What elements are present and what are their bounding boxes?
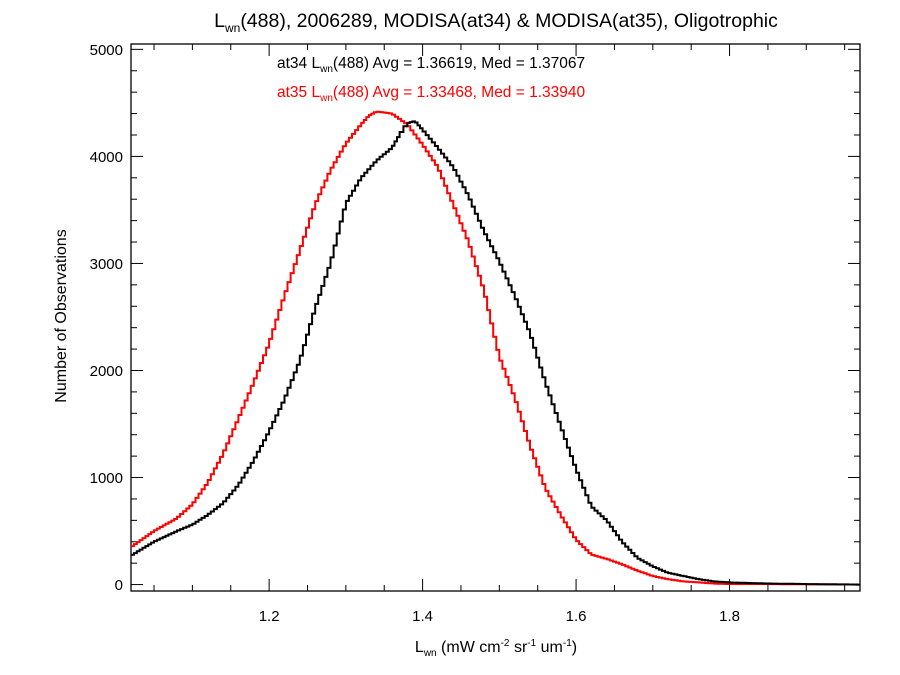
xlabel-part3: um — [536, 639, 563, 656]
y-tick-label: 4000 — [90, 149, 123, 166]
xlabel-sup1: -2 — [501, 638, 510, 649]
title-prefix: L — [214, 10, 225, 32]
xlabel-prefix: L — [415, 639, 424, 656]
x-axis-label: Lwn (mW cm-2 sr-1 um-1) — [415, 638, 577, 659]
legend-at34-subscript: wn — [319, 64, 333, 75]
series-at34-line — [131, 120, 860, 586]
x-tick-label: 1.4 — [412, 608, 433, 625]
plot-frame — [130, 43, 861, 592]
title-subscript: wn — [224, 21, 240, 35]
y-tick-label: 3000 — [90, 256, 123, 273]
legend-at35-prefix: at35 L — [277, 84, 320, 101]
legend-at34-rest: (488) Avg = 1.36619, Med = 1.37067 — [333, 55, 585, 72]
title-rest: (488), 2006289, MODISA(at34) & MODISA(at… — [240, 10, 778, 32]
xlabel-end: ) — [572, 639, 577, 656]
xlabel-subscript: wn — [423, 648, 437, 659]
x-tick-label: 1.8 — [719, 608, 740, 625]
x-tick-label: 1.2 — [259, 608, 280, 625]
chart-title: Lwn(488), 2006289, MODISA(at34) & MODISA… — [214, 10, 778, 35]
legend-at35-rest: (488) Avg = 1.33468, Med = 1.33940 — [333, 84, 586, 101]
axes: 0 1000 2000 3000 4000 5000 1.2 1.4 1.6 1.8 — [90, 42, 861, 625]
series-layer — [131, 110, 860, 586]
legend-entry-at35: at35 Lwn(488) Avg = 1.33468, Med = 1.339… — [277, 84, 586, 104]
y-tick-label: 1000 — [90, 470, 123, 487]
xlabel-part1: (mW cm — [437, 639, 501, 656]
legend-at35-subscript: wn — [319, 93, 333, 104]
xlabel-sup3: -1 — [563, 638, 572, 649]
xlabel-sup2: -1 — [527, 638, 536, 649]
legend-at34-prefix: at34 L — [277, 55, 320, 72]
legend-entry-at34: at34 Lwn(488) Avg = 1.36619, Med = 1.370… — [277, 55, 585, 75]
y-axis-label: Number of Observations — [53, 229, 70, 402]
y-tick-label: 0 — [115, 577, 123, 594]
y-tick-label: 2000 — [90, 363, 123, 380]
series-at35-line — [131, 110, 860, 586]
x-tick-label: 1.6 — [566, 608, 587, 625]
y-tick-label: 5000 — [90, 42, 123, 59]
xlabel-part2: sr — [510, 639, 528, 656]
